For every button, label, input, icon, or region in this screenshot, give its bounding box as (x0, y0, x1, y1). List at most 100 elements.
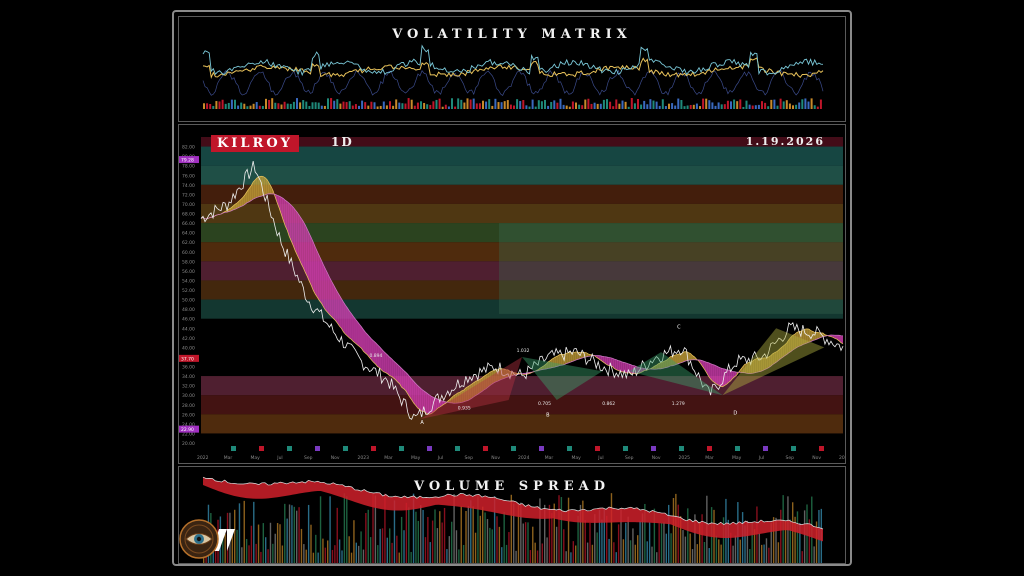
ratio-annotation: 0.705 (538, 401, 551, 407)
volatility-bar (258, 105, 261, 109)
volatility-bar (522, 100, 525, 109)
ma-band-segment (357, 321, 360, 347)
volatility-bar (435, 99, 438, 109)
volume-bar (446, 549, 448, 563)
ma-band-segment (399, 366, 402, 388)
volatility-bar (568, 106, 571, 109)
volume-bar (439, 511, 441, 563)
ma-band-segment (449, 397, 452, 403)
volume-bar (358, 545, 360, 563)
volume-bar (772, 517, 775, 563)
volatility-bar (792, 105, 794, 109)
volume-bar (276, 523, 279, 563)
ma-band-segment (317, 251, 320, 301)
volume-bar (515, 550, 517, 563)
volatility-bar (553, 100, 556, 109)
volume-bar (260, 551, 262, 563)
volatility-bar (500, 102, 503, 109)
ma-band-segment (307, 229, 310, 282)
ma-band-segment (425, 392, 428, 415)
volatility-slow-line (202, 57, 824, 79)
volatility-bar (720, 104, 723, 109)
volume-bar (296, 510, 298, 563)
volatility-bar (602, 99, 605, 109)
volatility-bar (215, 101, 218, 109)
volume-bar (544, 504, 546, 563)
volume-bar (355, 542, 358, 563)
volume-bar (536, 550, 539, 563)
ma-band-segment (684, 351, 687, 362)
ma-band-segment (784, 342, 787, 356)
ma-band-segment (287, 201, 290, 237)
volatility-bar (733, 99, 736, 109)
volatility-bar (240, 102, 243, 109)
ma-band-segment (840, 335, 843, 344)
volume-bar (374, 495, 377, 563)
volatility-bar (392, 105, 395, 109)
volume-bar (758, 533, 761, 563)
ma-band-segment (764, 357, 767, 370)
volatility-bar (426, 104, 429, 109)
ma-band-segment (353, 316, 356, 344)
ma-band-segment (748, 362, 751, 374)
volume-bar (801, 551, 803, 563)
volatility-bar (441, 106, 444, 109)
event-marker (483, 446, 488, 451)
volume-bar (222, 529, 224, 563)
volatility-bar (686, 105, 689, 109)
volatility-bar (342, 101, 345, 109)
price-zone (201, 242, 843, 262)
ma-band-segment (756, 357, 759, 373)
volume-bar (255, 543, 257, 563)
volatility-bar (361, 100, 364, 109)
volume-bar (718, 539, 720, 563)
volatility-bar (283, 101, 286, 109)
ma-band-segment (393, 360, 396, 380)
ma-band-segment (249, 185, 252, 202)
volume-bar (603, 509, 606, 563)
ma-band-segment (744, 363, 747, 374)
volume-bar (369, 537, 372, 563)
ma-band-segment (267, 179, 270, 195)
ma-band-segment (616, 359, 619, 371)
volume-bar (262, 523, 265, 563)
volatility-bar (748, 104, 751, 109)
volume-bar (708, 548, 710, 563)
volume-bar (563, 529, 565, 563)
volume-bar (520, 502, 522, 563)
ma-band-segment (381, 349, 384, 372)
x-tick-label: 2022 (197, 455, 209, 461)
volume-bar (679, 516, 682, 563)
volume-bar (458, 549, 460, 563)
ma-band-segment (540, 366, 543, 371)
volatility-bar (739, 99, 742, 109)
volume-bar (250, 525, 253, 563)
volume-bar (257, 524, 260, 563)
x-tick-label: May (732, 455, 742, 461)
volume-bar (753, 529, 756, 563)
ma-band-segment (475, 380, 478, 396)
ma-band-segment (612, 358, 615, 369)
price-zone (201, 280, 843, 300)
volatility-bar (606, 99, 608, 109)
y-tick-label: 30.00 (182, 393, 195, 399)
price-badge (179, 156, 199, 164)
ma-band-segment (790, 335, 793, 352)
volume-bar (727, 519, 730, 563)
ma-band-segment (762, 357, 765, 371)
volume-bar (329, 496, 331, 563)
ma-band-segment (754, 358, 757, 373)
ma-fast-line (200, 175, 844, 415)
price-chart-panel[interactable]: 82.0080.0078.0076.0074.0072.0070.0068.00… (178, 124, 846, 464)
volatility-bar (655, 101, 658, 109)
volatility-bar (317, 102, 320, 109)
price-chart-svg[interactable]: 82.0080.0078.0076.0074.0072.0070.0068.00… (179, 125, 846, 463)
volume-bar (315, 534, 317, 563)
volume-bar (799, 523, 801, 563)
volume-bar (482, 506, 484, 563)
ma-band-segment (688, 352, 691, 361)
ma-band-segment (714, 365, 717, 385)
volatility-bar (485, 101, 488, 109)
volume-bar (284, 503, 286, 563)
volume-bar (331, 549, 334, 563)
